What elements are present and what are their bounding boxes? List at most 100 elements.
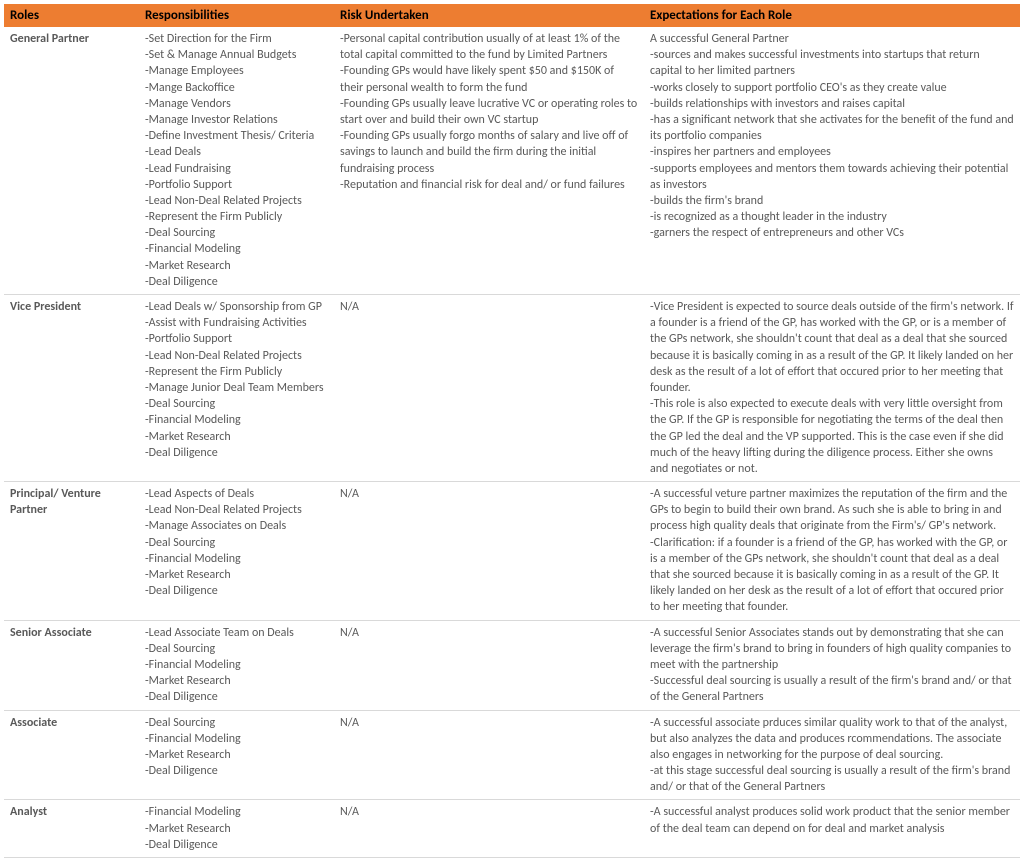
text-line: -builds the firm's brand <box>650 193 1014 209</box>
text-line: -Financial Modeling <box>145 412 328 428</box>
text-line: -Manage Vendors <box>145 96 328 112</box>
responsibilities-cell: -Financial Modeling-Market Research-Deal… <box>139 800 334 858</box>
text-line: -Manage Junior Deal Team Members <box>145 380 328 396</box>
table-row: Analyst-Financial Modeling-Market Resear… <box>4 800 1020 858</box>
text-line: N/A <box>340 804 638 820</box>
text-line: -Lead Deals <box>145 144 328 160</box>
text-line: -A successful associate prduces similar … <box>650 715 1014 764</box>
text-line: -Deal Diligence <box>145 689 328 705</box>
text-line: N/A <box>340 486 638 502</box>
text-line: -builds relationships with investors and… <box>650 96 1014 112</box>
text-line: -Manage Associates on Deals <box>145 518 328 534</box>
expectations-cell: -A successful veture partner maximizes t… <box>644 482 1020 621</box>
risk-cell: N/A <box>334 620 644 710</box>
col-header-responsibilities: Responsibilities <box>139 4 334 27</box>
text-line: -Set & Manage Annual Budgets <box>145 47 328 63</box>
text-line: -Represent the Firm Publicly <box>145 209 328 225</box>
text-line: -Lead Fundraising <box>145 161 328 177</box>
text-line: -Financial Modeling <box>145 657 328 673</box>
text-line: A successful General Partner <box>650 31 1014 47</box>
text-line: -Market Research <box>145 673 328 689</box>
risk-cell: N/A <box>334 710 644 800</box>
expectations-cell: -A successful Senior Associates stands o… <box>644 620 1020 710</box>
text-line: -Lead Deals w/ Sponsorship from GP <box>145 299 328 315</box>
text-line: -Manage Employees <box>145 63 328 79</box>
text-line: -Mange Backoffice <box>145 80 328 96</box>
text-line: -Founding GPs usually leave lucrative VC… <box>340 96 638 128</box>
text-line: -supports employees and mentors them tow… <box>650 161 1014 193</box>
expectations-cell: -Vice President is expected to source de… <box>644 295 1020 482</box>
table-row: General Partner-Set Direction for the Fi… <box>4 27 1020 295</box>
text-line: -Deal Sourcing <box>145 225 328 241</box>
roles-table: Roles Responsibilities Risk Undertaken E… <box>4 4 1020 858</box>
table-row: Principal/ Venture Partner-Lead Aspects … <box>4 482 1020 621</box>
text-line: -Personal capital contribution usually o… <box>340 31 638 63</box>
text-line: -Assist with Fundraising Activities <box>145 315 328 331</box>
text-line: -Vice President is expected to source de… <box>650 299 1014 396</box>
text-line: -Financial Modeling <box>145 241 328 257</box>
text-line: -Represent the Firm Publicly <box>145 364 328 380</box>
text-line: -Founding GPs would have likely spent $5… <box>340 63 638 95</box>
text-line: -Reputation and financial risk for deal … <box>340 177 638 193</box>
text-line: -works closely to support portfolio CEO'… <box>650 80 1014 96</box>
text-line: -Deal Sourcing <box>145 715 328 731</box>
text-line: -Founding GPs usually forgo months of sa… <box>340 128 638 177</box>
text-line: -A successful analyst produces solid wor… <box>650 804 1014 836</box>
risk-cell: N/A <box>334 482 644 621</box>
text-line: -garners the respect of entrepreneurs an… <box>650 225 1014 241</box>
role-cell: Vice President <box>4 295 139 482</box>
risk-cell: N/A <box>334 800 644 858</box>
expectations-cell: -A successful associate prduces similar … <box>644 710 1020 800</box>
responsibilities-cell: -Lead Aspects of Deals-Lead Non-Deal Rel… <box>139 482 334 621</box>
text-line: -Lead Non-Deal Related Projects <box>145 502 328 518</box>
role-cell: Principal/ Venture Partner <box>4 482 139 621</box>
risk-cell: N/A <box>334 295 644 482</box>
text-line: -Set Direction for the Firm <box>145 31 328 47</box>
responsibilities-cell: -Lead Associate Team on Deals-Deal Sourc… <box>139 620 334 710</box>
col-header-expectations: Expectations for Each Role <box>644 4 1020 27</box>
text-line: -Lead Non-Deal Related Projects <box>145 348 328 364</box>
text-line: -Portfolio Support <box>145 177 328 193</box>
table-row: Associate -Deal Sourcing-Financial Modeli… <box>4 710 1020 800</box>
text-line: -Financial Modeling <box>145 804 328 820</box>
text-line: -Deal Sourcing <box>145 396 328 412</box>
text-line: -Market Research <box>145 747 328 763</box>
role-cell: Senior Associate <box>4 620 139 710</box>
text-line: -has a significant network that she acti… <box>650 112 1014 144</box>
text-line: -Deal Diligence <box>145 763 328 779</box>
text-line: -Lead Associate Team on Deals <box>145 625 328 641</box>
text-line: -Clarification: if a founder is a friend… <box>650 535 1014 616</box>
text-line: -Deal Diligence <box>145 445 328 461</box>
role-cell: Analyst <box>4 800 139 858</box>
text-line: -A successful veture partner maximizes t… <box>650 486 1014 535</box>
text-line: N/A <box>340 299 638 315</box>
col-header-roles: Roles <box>4 4 139 27</box>
text-line: -Deal Diligence <box>145 583 328 599</box>
text-line: -Deal Sourcing <box>145 535 328 551</box>
expectations-cell: -A successful analyst produces solid wor… <box>644 800 1020 858</box>
text-line: -Portfolio Support <box>145 331 328 347</box>
text-line: -Define Investment Thesis/ Criteria <box>145 128 328 144</box>
role-cell: Associate <box>4 710 139 800</box>
text-line: -Market Research <box>145 429 328 445</box>
text-line: -Financial Modeling <box>145 551 328 567</box>
text-line: -Lead Aspects of Deals <box>145 486 328 502</box>
text-line: -is recognized as a thought leader in th… <box>650 209 1014 225</box>
risk-cell: -Personal capital contribution usually o… <box>334 27 644 295</box>
responsibilities-cell: -Set Direction for the Firm-Set & Manage… <box>139 27 334 295</box>
text-line: -This role is also expected to execute d… <box>650 396 1014 477</box>
text-line: -Financial Modeling <box>145 731 328 747</box>
text-line: -Manage Investor Relations <box>145 112 328 128</box>
text-line: -sources and makes successful investment… <box>650 47 1014 79</box>
role-cell: General Partner <box>4 27 139 295</box>
text-line: -Successful deal sourcing is usually a r… <box>650 673 1014 705</box>
text-line: -Deal Diligence <box>145 837 328 853</box>
table-header-row: Roles Responsibilities Risk Undertaken E… <box>4 4 1020 27</box>
text-line: -Deal Diligence <box>145 274 328 290</box>
text-line: -Market Research <box>145 258 328 274</box>
expectations-cell: A successful General Partner-sources and… <box>644 27 1020 295</box>
col-header-risk: Risk Undertaken <box>334 4 644 27</box>
text-line: -A successful Senior Associates stands o… <box>650 625 1014 674</box>
text-line: -Market Research <box>145 821 328 837</box>
text-line: -inspires her partners and employees <box>650 144 1014 160</box>
